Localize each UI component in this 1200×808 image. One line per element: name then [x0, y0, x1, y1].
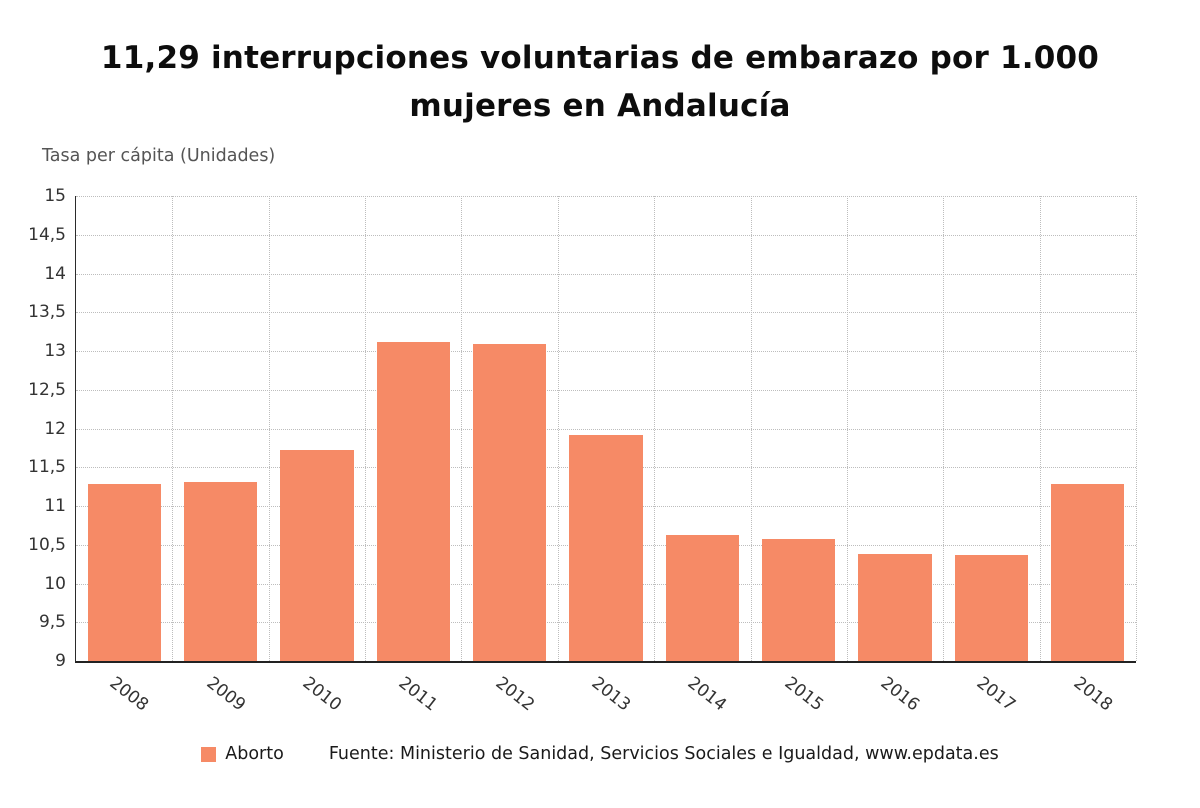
- gridline-horizontal: [76, 312, 1136, 314]
- x-axis-tick-label: 2014: [684, 673, 731, 716]
- bar-2018: [1051, 483, 1125, 661]
- plot-area: 9 9,5 10 10,5 11 11,5 12 12,5 13 13,5 14 14,5 15 2008…: [28, 187, 1137, 715]
- legend-swatch-icon: [201, 746, 217, 762]
- x-axis-tick-label: 2009: [202, 673, 249, 716]
- gridline-horizontal: [76, 351, 1136, 352]
- gridline-horizontal: [76, 273, 1136, 275]
- bar-2015: [762, 538, 836, 661]
- gridline-vertical: [365, 196, 367, 661]
- gridline-vertical: [172, 196, 174, 661]
- y-axis-tick-label: 11,5: [28, 457, 66, 478]
- gridline-vertical: [750, 196, 752, 661]
- bar-2012: [473, 344, 547, 661]
- gridline-vertical: [1039, 196, 1041, 661]
- bar-2009: [183, 481, 258, 661]
- bar-2008: [87, 483, 161, 661]
- source-text: Fuente: Ministerio de Sanidad, Servicios…: [328, 744, 999, 764]
- legend-row: Aborto Fuente: Ministerio de Sanidad, Se…: [0, 744, 1200, 764]
- bar-2014: [665, 535, 739, 661]
- y-axis-tick-label: 10,5: [28, 534, 66, 555]
- y-axis-tick-label: 14: [44, 263, 66, 284]
- chart-title: 11,29 interrupciones voluntarias de emba…: [100, 40, 1100, 125]
- x-axis-tick-label: 2017: [973, 673, 1020, 716]
- y-axis-tick-label: 12: [44, 418, 66, 439]
- gridline-horizontal: [76, 234, 1136, 236]
- bar-2017: [954, 554, 1029, 661]
- gridline-vertical: [654, 196, 656, 661]
- y-axis-tick-label: 9: [55, 651, 66, 671]
- x-axis-tick-label: 2010: [298, 673, 346, 716]
- bar-2011: [376, 341, 450, 661]
- x-axis-tick-label: 2012: [491, 673, 538, 716]
- y-axis-tick-label: 9,5: [38, 612, 66, 633]
- y-axis-tick-label: 15: [44, 186, 66, 206]
- gridline-vertical: [943, 196, 945, 661]
- y-axis-tick-label: 11: [44, 496, 66, 516]
- y-axis-tick-label: 12,5: [28, 379, 66, 400]
- bar-2013: [569, 435, 643, 661]
- y-axis-tick-label: 10: [44, 573, 66, 594]
- x-axis-tick-label: 2018: [1069, 673, 1116, 716]
- y-axis-title: Tasa per cápita (Unidades): [42, 146, 276, 166]
- gridline-vertical: [268, 196, 270, 661]
- bar-2010: [280, 450, 354, 661]
- gridline-horizontal: [76, 196, 1136, 197]
- y-axis-tick-label: 14,5: [28, 224, 66, 245]
- gridline-horizontal: [76, 389, 1136, 391]
- x-axis-tick-label: 2013: [587, 673, 635, 716]
- x-axis-tick-label: 2008: [105, 673, 153, 716]
- x-axis-tick-label: 2011: [394, 673, 442, 716]
- gridline-horizontal: [76, 428, 1136, 430]
- gridline-vertical: [461, 196, 463, 661]
- gridline-vertical: [846, 196, 848, 661]
- gridline-vertical: [1136, 196, 1137, 661]
- y-axis-tick-label: 13,5: [28, 302, 66, 323]
- y-axis-tick-label: 13: [44, 341, 66, 361]
- x-axis-tick-label: 2015: [780, 673, 827, 716]
- legend-label: Aborto: [225, 744, 284, 764]
- x-axis-tick-label: 2016: [876, 673, 924, 716]
- legend-item-aborto: Aborto: [201, 744, 284, 764]
- gridline-vertical: [557, 196, 559, 661]
- bar-2016: [858, 554, 932, 661]
